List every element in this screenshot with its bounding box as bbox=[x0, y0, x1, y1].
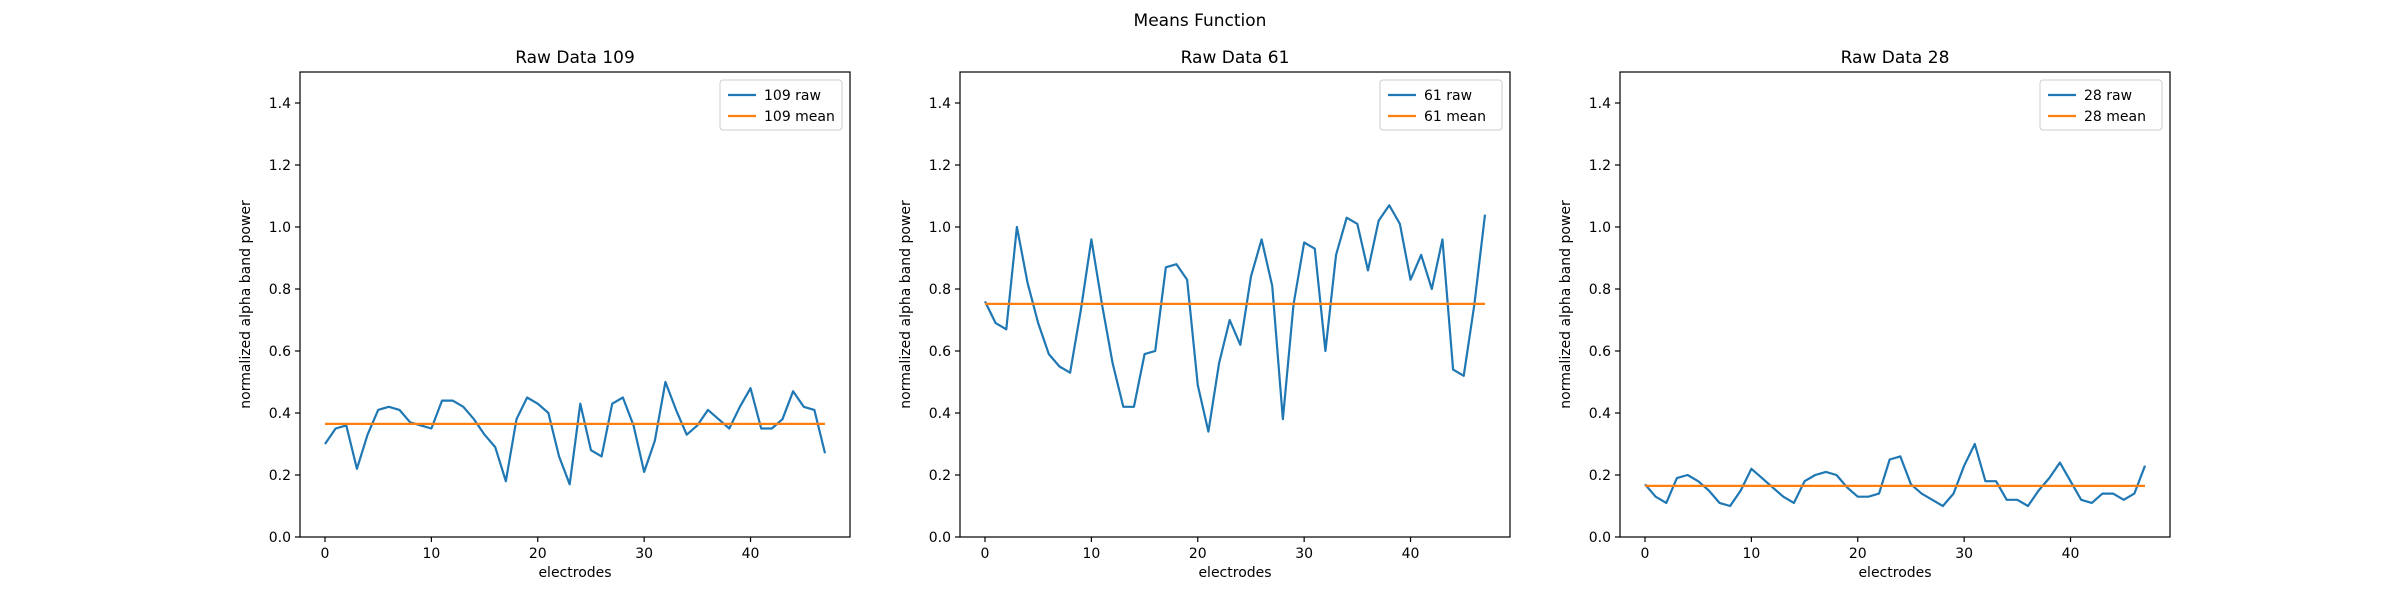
series-line-61-raw bbox=[984, 204, 1487, 433]
y-tick-label: 1.2 bbox=[929, 158, 951, 174]
y-tick-label: 0.0 bbox=[1589, 530, 1611, 546]
legend-label: 61 raw bbox=[1424, 88, 1472, 104]
legend: 109 raw 109 mean bbox=[719, 79, 843, 131]
x-tick-label: 30 bbox=[1295, 546, 1313, 562]
x-tick-label: 20 bbox=[529, 546, 547, 562]
y-axis-label: normalized alpha band power bbox=[1558, 200, 1574, 409]
y-tick-label: 0.2 bbox=[1589, 468, 1611, 484]
y-axis-label: normalized alpha band power bbox=[898, 200, 914, 409]
subplot-title: Raw Data 109 bbox=[515, 48, 635, 68]
subplot-title: Raw Data 61 bbox=[1181, 48, 1290, 68]
legend: 28 raw 28 mean bbox=[2039, 79, 2163, 131]
y-tick-label: 0.6 bbox=[269, 344, 291, 360]
x-axis-label: electrodes bbox=[538, 565, 611, 581]
axes-frame bbox=[299, 71, 851, 538]
y-tick-label: 1.0 bbox=[1589, 220, 1611, 236]
x-tick-label: 10 bbox=[422, 546, 440, 562]
y-tick-label: 1.4 bbox=[929, 96, 951, 112]
legend-label: 28 raw bbox=[2084, 88, 2132, 104]
subplot-2: Raw Data 61 0.0 0.2 0.4 0.6 0.8 1.0 1.2 1.4 0 10 20… bbox=[898, 48, 1511, 581]
legend-label: 109 raw bbox=[764, 88, 821, 104]
legend: 61 raw 61 mean bbox=[1379, 79, 1503, 131]
y-tick-label: 0.4 bbox=[929, 406, 951, 422]
y-tick-label: 0.6 bbox=[929, 344, 951, 360]
x-tick-label: 0 bbox=[321, 546, 330, 562]
x-axis-label: electrodes bbox=[1858, 565, 1931, 581]
y-tick-label: 0.6 bbox=[1589, 344, 1611, 360]
subplot-1: Raw Data 109 0.0 0.2 0.4 0.6 0.8 1.0 1.2 1.4 0 10 2… bbox=[238, 48, 851, 581]
y-tick-label: 0.0 bbox=[269, 530, 291, 546]
x-tick-label: 40 bbox=[742, 546, 760, 562]
x-tick-label: 40 bbox=[1402, 546, 1420, 562]
y-tick-label: 1.0 bbox=[269, 220, 291, 236]
y-axis-label: normalized alpha band power bbox=[238, 200, 254, 409]
legend-label: 61 mean bbox=[1424, 109, 1486, 125]
legend-label: 28 mean bbox=[2084, 109, 2146, 125]
legend-box bbox=[719, 79, 843, 131]
y-tick-label: 0.4 bbox=[1589, 406, 1611, 422]
y-tick-label: 1.0 bbox=[929, 220, 951, 236]
y-tick-label: 0.8 bbox=[1589, 282, 1611, 298]
y-tick-label: 1.2 bbox=[269, 158, 291, 174]
axes-frame bbox=[959, 71, 1511, 538]
x-tick-label: 10 bbox=[1742, 546, 1760, 562]
y-tick-label: 0.2 bbox=[269, 468, 291, 484]
x-tick-label: 40 bbox=[2062, 546, 2080, 562]
y-tick-label: 0.4 bbox=[269, 406, 291, 422]
subplot-title: Raw Data 28 bbox=[1841, 48, 1950, 68]
x-tick-label: 10 bbox=[1082, 546, 1100, 562]
y-tick-label: 0.8 bbox=[929, 282, 951, 298]
subplot-3: Raw Data 28 0.0 0.2 0.4 0.6 0.8 1.0 1.2 1.4 0 10 20… bbox=[1558, 48, 2171, 581]
y-tick-label: 0.8 bbox=[269, 282, 291, 298]
figure-suptitle: Means Function bbox=[1134, 11, 1267, 31]
series-line-109-raw bbox=[324, 380, 827, 486]
x-tick-label: 0 bbox=[1641, 546, 1650, 562]
x-tick-label: 20 bbox=[1189, 546, 1207, 562]
legend-label: 109 mean bbox=[764, 109, 835, 125]
x-tick-label: 30 bbox=[635, 546, 653, 562]
y-tick-label: 0.0 bbox=[929, 530, 951, 546]
y-tick-label: 1.2 bbox=[1589, 158, 1611, 174]
y-tick-label: 1.4 bbox=[1589, 96, 1611, 112]
x-tick-label: 30 bbox=[1955, 546, 1973, 562]
y-tick-label: 1.4 bbox=[269, 96, 291, 112]
subplots: Raw Data 109 0.0 0.2 0.4 0.6 0.8 1.0 1.2 1.4 0 10 2… bbox=[238, 48, 2171, 581]
legend-box bbox=[2039, 79, 2163, 131]
legend-box bbox=[1379, 79, 1503, 131]
y-tick-label: 0.2 bbox=[929, 468, 951, 484]
x-tick-label: 0 bbox=[981, 546, 990, 562]
axes-frame bbox=[1619, 71, 2171, 538]
x-tick-label: 20 bbox=[1849, 546, 1867, 562]
x-axis-label: electrodes bbox=[1198, 565, 1271, 581]
series-line-28-raw bbox=[1644, 442, 2147, 508]
